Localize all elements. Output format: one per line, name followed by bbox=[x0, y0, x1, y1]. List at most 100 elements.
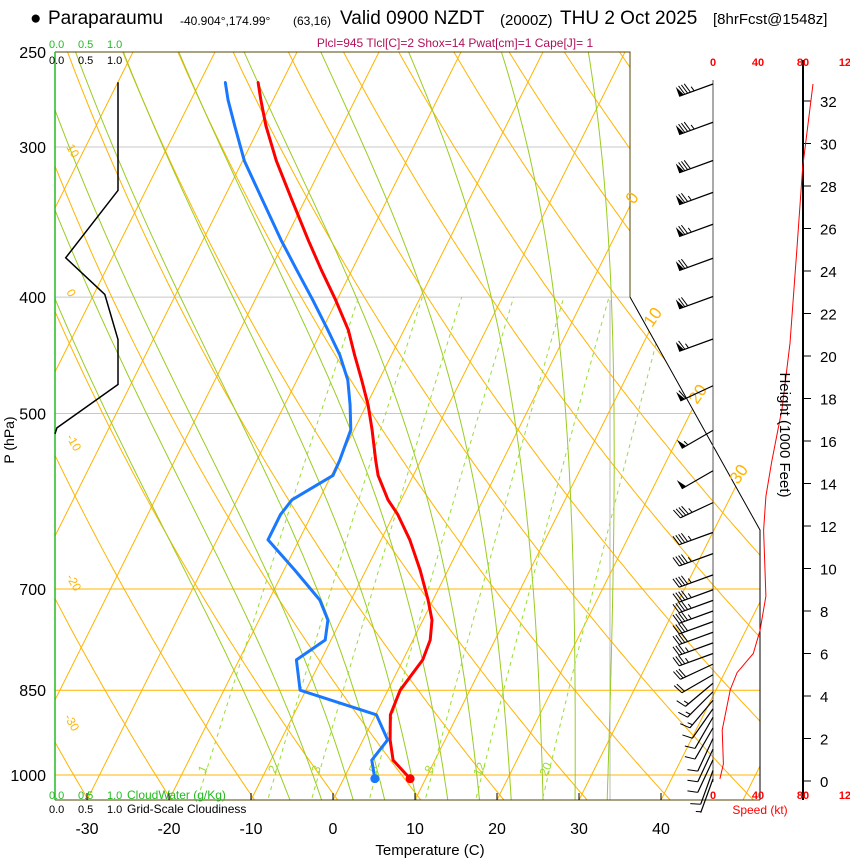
height-tick-label: 18 bbox=[820, 392, 837, 409]
temp-tick-label: 0 bbox=[329, 821, 338, 838]
temperature-point bbox=[274, 159, 278, 163]
dewpoint-point bbox=[338, 353, 342, 357]
cloudwater-tick-label: 1.0 bbox=[107, 39, 122, 51]
dry-adiabat bbox=[440, 52, 760, 800]
dewpoint-point bbox=[338, 459, 341, 462]
cloudwater-tick-label: 0.5 bbox=[78, 790, 93, 802]
speed-axis-label: Speed (kt) bbox=[732, 803, 787, 817]
dewpoint-point bbox=[226, 98, 230, 102]
wind-barb bbox=[676, 470, 714, 490]
height-tick-label: 0 bbox=[820, 774, 828, 791]
wind-speed-profile bbox=[719, 83, 814, 780]
dewpoint-point bbox=[386, 738, 389, 742]
cloudwater-tick-label: 0.0 bbox=[49, 39, 64, 51]
moist-adiabat bbox=[243, 52, 481, 800]
temperature-point bbox=[290, 198, 294, 202]
x-axis-label: Temperature (C) bbox=[375, 842, 484, 859]
location-bullet-icon: ● bbox=[30, 8, 42, 29]
temp-tick-label: -30 bbox=[75, 821, 98, 838]
speed-tick-label-top: 120 bbox=[839, 57, 850, 69]
dewpoint-point bbox=[233, 124, 237, 128]
frame-line bbox=[629, 296, 761, 800]
wind-barb bbox=[675, 257, 714, 272]
speed-tick-label-bottom: 120 bbox=[839, 790, 850, 802]
speed-tick-label-top: 0 bbox=[710, 57, 716, 69]
wind-barb bbox=[695, 778, 714, 813]
wind-barb bbox=[672, 610, 714, 624]
temperature-point bbox=[428, 638, 432, 642]
height-tick-label: 2 bbox=[820, 732, 828, 749]
isotherm bbox=[168, 52, 544, 800]
height-tick-label: 28 bbox=[820, 179, 837, 196]
dewpoint-point bbox=[279, 513, 282, 516]
isotherm bbox=[742, 52, 760, 800]
sounding-series bbox=[54, 81, 434, 784]
wind-barb bbox=[690, 770, 714, 805]
temperature-point bbox=[334, 298, 337, 301]
isotherm bbox=[660, 52, 760, 800]
dewpoint-point bbox=[326, 618, 330, 622]
cloudwater-tick-label: 1.0 bbox=[107, 790, 122, 802]
dewpoint-point bbox=[331, 474, 335, 477]
dry-adiabat bbox=[55, 52, 343, 800]
isotherm bbox=[55, 52, 216, 800]
isotherm bbox=[55, 52, 134, 800]
cloudiness-tick-label: 0.0 bbox=[49, 804, 64, 816]
mixing-ratio-line bbox=[309, 296, 463, 800]
pressure-tick-label: 1000 bbox=[10, 768, 46, 785]
moist-adiabat bbox=[55, 52, 293, 800]
cloudwater-label: CloudWater (g/Kg) bbox=[127, 788, 226, 802]
temperature-point bbox=[370, 428, 374, 432]
pressure-tick-label: 300 bbox=[19, 140, 46, 157]
isotherm-label: 0 bbox=[622, 189, 643, 208]
dewpoint-point bbox=[318, 598, 322, 602]
temperature-point bbox=[320, 269, 323, 272]
temperature-point bbox=[389, 713, 392, 717]
wind-barb bbox=[675, 295, 714, 310]
speed-tick-label-top: 80 bbox=[797, 57, 809, 69]
dewpoint-point bbox=[323, 638, 327, 642]
dewpoint-point bbox=[266, 538, 270, 542]
dewpoint-point bbox=[295, 269, 299, 272]
wind-barb bbox=[672, 589, 714, 603]
height-tick-label: 8 bbox=[820, 604, 828, 621]
temperature-point bbox=[418, 568, 422, 572]
grid-index: (63,16) bbox=[293, 14, 332, 28]
wind-barb bbox=[684, 727, 714, 760]
temperature-point bbox=[259, 98, 263, 102]
location-name: Paraparaumu bbox=[48, 8, 164, 29]
moist-adiabat bbox=[320, 52, 512, 800]
height-tick-label: 6 bbox=[820, 647, 828, 664]
frame-line bbox=[55, 51, 631, 297]
dewpoint-point bbox=[290, 498, 294, 502]
temperature-point bbox=[405, 774, 415, 784]
temperature-point bbox=[388, 738, 392, 742]
pressure-tick-label: 400 bbox=[19, 290, 46, 307]
utc-time: (2000Z) bbox=[500, 12, 553, 29]
wind-barb bbox=[687, 748, 714, 783]
dewpoint-point bbox=[261, 198, 264, 202]
dewpoint-point bbox=[349, 428, 353, 432]
wind-barb bbox=[672, 631, 714, 646]
moist-adiabat bbox=[122, 52, 418, 800]
wind-barb bbox=[687, 738, 714, 772]
cloudiness-tick-label: 1.0 bbox=[107, 804, 122, 816]
speed-tick-label-bottom: 40 bbox=[752, 790, 764, 802]
wind-barb bbox=[673, 502, 714, 519]
pressure-tick-label: 700 bbox=[19, 582, 46, 599]
pressure-tick-label: 250 bbox=[19, 45, 46, 62]
temperature-point bbox=[396, 513, 400, 516]
moist-adiabat bbox=[55, 52, 356, 800]
temp-tick-label: 20 bbox=[488, 821, 506, 838]
wind-panel: 0246810121416182022242628303200404080801… bbox=[672, 57, 850, 813]
height-axis-label: Height (1000 Feet) bbox=[776, 372, 793, 497]
temperature-point bbox=[408, 538, 412, 542]
cloudwater-tick-label: 0.5 bbox=[78, 39, 93, 51]
height-tick-label: 12 bbox=[820, 519, 837, 536]
wind-barb bbox=[672, 642, 714, 656]
wind-barb bbox=[672, 531, 714, 546]
wind-barb bbox=[684, 716, 714, 749]
cloudwater-tick-label: 0.0 bbox=[49, 790, 64, 802]
dry-adiabat bbox=[604, 52, 760, 800]
adiabat-label: 0 bbox=[63, 287, 79, 300]
